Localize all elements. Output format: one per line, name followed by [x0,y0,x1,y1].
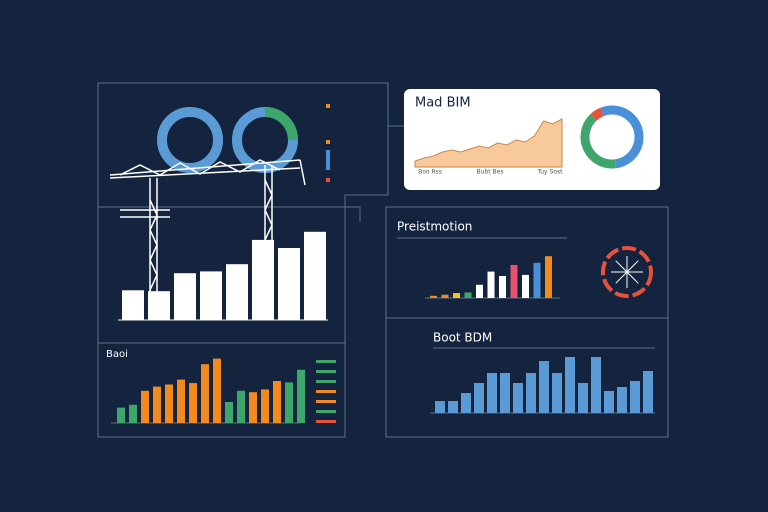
wheel [601,246,653,298]
legend-chip [316,360,336,363]
bar [487,271,495,298]
bar [643,371,653,413]
bar [604,391,614,413]
donut-slice [600,105,613,117]
bar [464,292,472,298]
bar [148,291,170,320]
bar [122,290,144,320]
bar [201,364,209,423]
crane-panel-divider [98,206,361,222]
donut-slice [590,107,604,121]
bar [165,384,173,423]
crane-legend [326,104,330,182]
crane-panel-frame [97,82,389,438]
bar [552,373,562,413]
legend-chip [316,400,336,403]
bar [617,387,627,413]
x-label: Bubt Bes [477,169,504,176]
crane [109,159,306,320]
spoke [615,271,628,284]
bar [273,381,281,423]
bar [249,392,257,423]
bar [226,264,248,320]
legend-chip [316,380,336,383]
bar [141,390,149,423]
bar [430,295,437,298]
donut-slice [580,114,616,169]
bar [213,358,221,423]
legend-chip [316,390,336,393]
legend-chip [326,150,330,170]
bar [526,373,536,413]
spoke [626,260,639,273]
spoke [615,260,628,273]
mad-bim-title: Mad BIM [415,96,471,111]
donut-slice [611,105,644,169]
bar [297,369,305,423]
bar [499,276,506,298]
bar [189,383,197,423]
ring-accent [264,107,298,141]
bar [533,262,541,298]
bar [461,393,471,413]
bar [539,361,549,413]
bar [200,271,222,320]
bar [278,248,300,320]
x-label: Boo Rss [418,169,442,176]
bar [453,293,460,298]
boot-panel [385,317,669,438]
bar [252,239,274,320]
bar [522,274,529,298]
bar [117,407,125,423]
legend-chip [316,420,336,423]
bar [630,381,640,413]
bar [174,273,196,320]
bar [177,379,185,423]
bar [448,401,458,413]
bar [591,357,601,413]
bar [545,256,552,298]
bar [261,389,269,423]
bar [578,383,588,413]
bar [510,265,518,298]
legend-chip [326,178,330,182]
boot-title: Boot BDM [433,331,492,345]
baoi-title: Baoi [106,349,128,360]
preist-title: Preistmotion [397,220,472,234]
x-label: Tuy Sost [537,169,564,176]
bar [237,390,245,423]
bar [285,382,293,423]
bar [304,231,326,320]
bar [435,401,445,413]
bar [500,373,510,413]
legend-chip [326,104,330,108]
bar [129,404,137,423]
bar [225,402,233,423]
area [414,118,563,168]
bar [565,357,575,413]
bar [441,294,449,298]
bar [476,284,483,298]
bar [474,383,484,413]
bar [487,373,497,413]
legend-chip [316,410,336,413]
spoke [626,271,639,284]
bar [153,386,161,423]
legend-chip [316,370,336,373]
bar [513,383,523,413]
legend-chip [326,140,330,144]
